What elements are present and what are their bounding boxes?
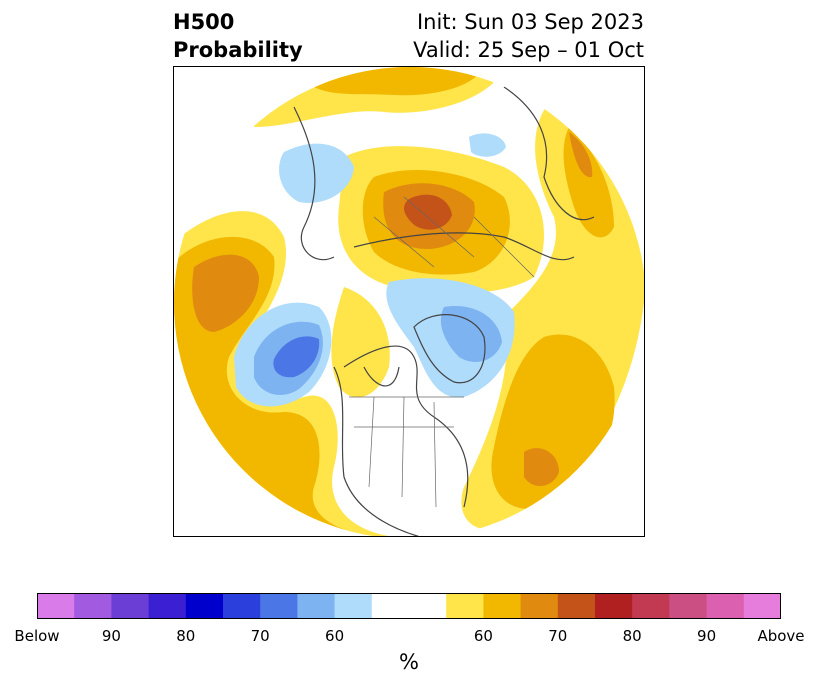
colorbar-cell	[111, 593, 150, 619]
colorbar-cell	[371, 593, 447, 619]
colorbar-cell	[557, 593, 596, 619]
map-panel	[173, 66, 645, 537]
title-right: Init: Sun 03 Sep 2023 Valid: 25 Sep – 01…	[413, 8, 644, 64]
colorbar-cell	[669, 593, 708, 619]
colorbar-cell	[185, 593, 224, 619]
colorbar-cell	[297, 593, 336, 619]
colorbar-cell	[706, 593, 745, 619]
colorbar-tick-label: 90	[101, 627, 121, 645]
colorbar-tick-label: 60	[473, 627, 493, 645]
colorbar-unit: %	[399, 650, 419, 674]
colorbar	[37, 593, 781, 619]
title-left: H500 Probability	[173, 8, 303, 64]
colorbar-tick-label: 70	[250, 627, 270, 645]
colorbar-cell	[74, 593, 112, 619]
colorbar-tick-label: 70	[548, 627, 568, 645]
colorbar-cell	[260, 593, 298, 619]
above-70-regions	[192, 132, 593, 487]
probability-map	[174, 67, 644, 536]
colorbar-border	[37, 593, 781, 619]
colorbar-cell	[743, 593, 781, 619]
colorbar-cell	[446, 593, 484, 619]
colorbar-tick-label: 60	[325, 627, 345, 645]
above-75-region	[403, 194, 452, 230]
colorbar-cell	[223, 593, 261, 619]
init-date: Init: Sun 03 Sep 2023	[416, 10, 644, 34]
borders	[349, 196, 535, 508]
title-h500: H500	[173, 10, 235, 34]
valid-range: Valid: 25 Sep – 01 Oct	[413, 38, 644, 62]
colorbar-cell	[520, 593, 559, 619]
colorbar-cell	[483, 593, 522, 619]
colorbar-tick-label: 90	[697, 627, 717, 645]
below-70-region	[273, 336, 320, 378]
colorbar-tick-label: 80	[622, 627, 642, 645]
colorbar-cell	[334, 593, 373, 619]
colorbar-cell	[37, 593, 75, 619]
colorbar-tick-label: Below	[14, 627, 60, 645]
colorbar-cell	[632, 593, 670, 619]
title-probability: Probability	[173, 38, 303, 62]
colorbar-cell	[148, 593, 187, 619]
colorbar-cell	[595, 593, 633, 619]
colorbar-tick-label: Above	[757, 627, 805, 645]
colorbar-tick-label: 80	[176, 627, 196, 645]
